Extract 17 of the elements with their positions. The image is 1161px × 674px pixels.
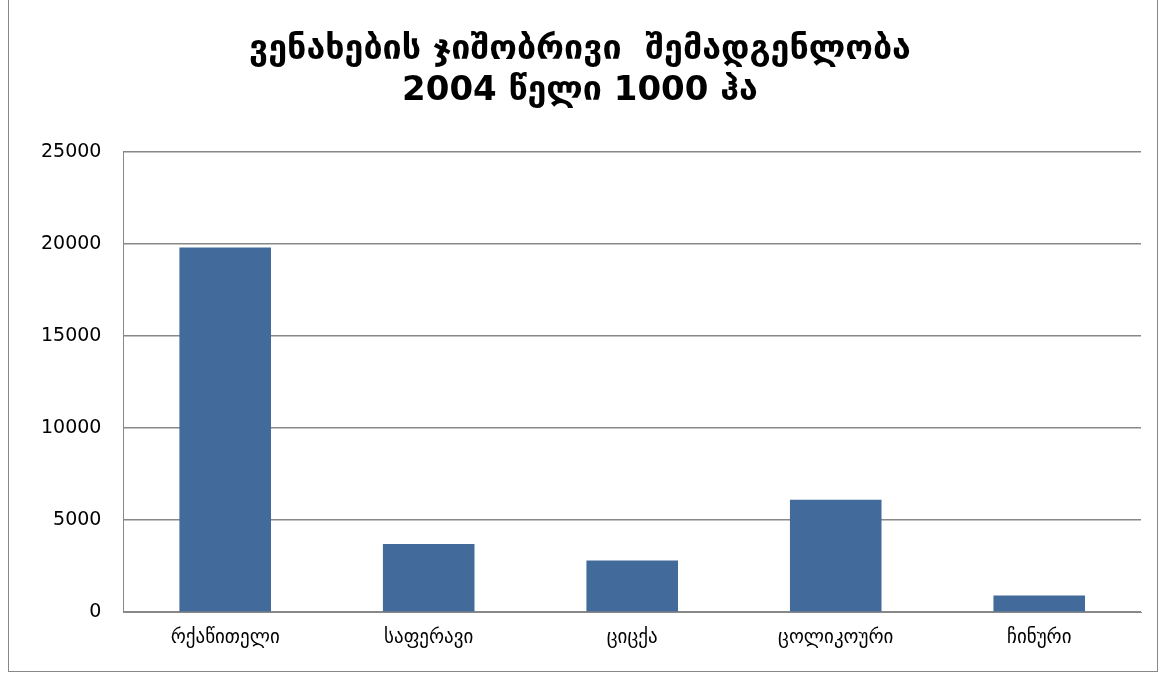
x-tick-label: საფერავი	[384, 624, 474, 648]
bar	[179, 247, 271, 612]
y-tick-label: 5000	[53, 507, 102, 530]
y-tick-label: 0	[89, 599, 102, 622]
y-tick-label: 25000	[40, 138, 102, 161]
bar	[382, 544, 475, 612]
bar	[993, 595, 1086, 612]
y-tick-label: 15000	[40, 322, 102, 345]
x-tick-label: ციცქა	[606, 624, 658, 648]
bar	[586, 560, 679, 612]
y-tick-label: 10000	[40, 414, 102, 437]
x-tick-label: რქაწითელი	[170, 624, 280, 648]
y-tick-label: 20000	[40, 230, 102, 253]
x-tick-label: ჩინური	[1006, 624, 1072, 648]
x-tick-label: ცოლიკოური	[778, 624, 894, 648]
bar	[789, 499, 882, 612]
chart-title: ვენახების ჯიშობრივი შემადგენლობა 2004 წელი 1000 ჰა	[249, 27, 911, 109]
